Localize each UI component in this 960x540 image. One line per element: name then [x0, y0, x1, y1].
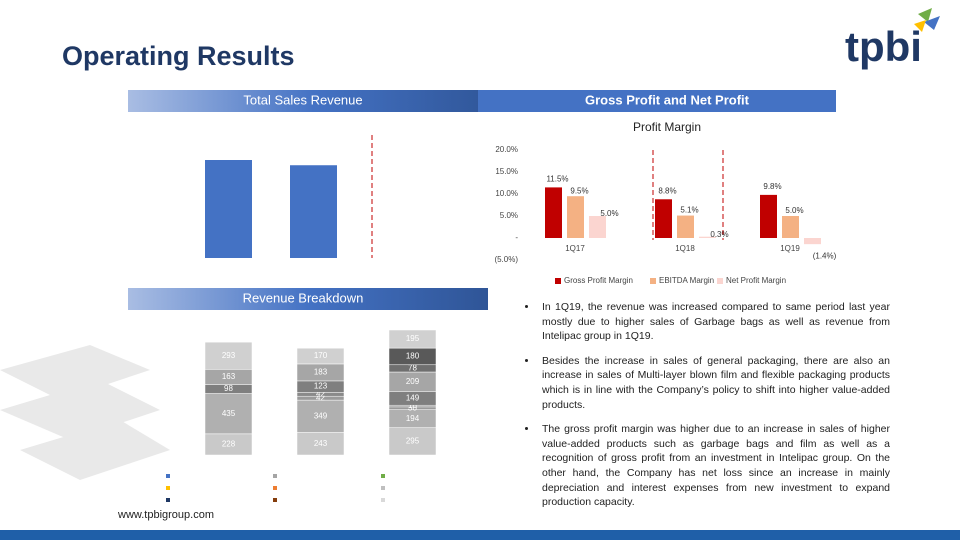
bar	[699, 236, 716, 238]
y-tick-label: -	[515, 233, 518, 242]
data-label: 149	[406, 393, 420, 402]
bar-segment	[388, 427, 437, 456]
section-header: Total Sales Revenue	[243, 92, 362, 107]
data-label: 0.3%	[710, 230, 728, 239]
x-tick-label: 1Q17	[565, 244, 585, 253]
data-label: 163	[222, 372, 236, 381]
logo-text: tpbi	[845, 23, 922, 70]
bullet: The gross profit margin was higher due t…	[538, 422, 890, 510]
legend-label: Net Profit Margin	[726, 276, 786, 285]
y-tick-label: 5.0%	[500, 211, 518, 220]
y-tick-label: 20.0%	[495, 145, 518, 154]
data-label: 243	[314, 439, 328, 448]
y-tick-label: 10.0%	[495, 189, 518, 198]
data-label: 5.0%	[785, 206, 803, 215]
bar	[589, 216, 606, 238]
y-tick-label: 15.0%	[495, 167, 518, 176]
data-label: 42	[316, 393, 325, 402]
bar	[804, 238, 821, 245]
data-label: 123	[314, 382, 328, 391]
bar	[782, 216, 799, 238]
legend-label: Gross Profit Margin	[564, 276, 633, 285]
data-label: 435	[222, 409, 236, 418]
bar	[677, 215, 694, 238]
website: www.tpbigroup.com	[118, 509, 214, 521]
legend-swatch	[650, 278, 656, 284]
section-header-bar	[128, 90, 500, 112]
bar	[205, 160, 252, 258]
bar-segment	[296, 347, 345, 365]
data-label: 295	[406, 436, 420, 445]
data-label: 180	[406, 352, 420, 361]
data-label: 9.8%	[763, 182, 781, 191]
data-label: 98	[224, 384, 233, 393]
x-tick-label: 1Q19	[780, 244, 800, 253]
bullet: Besides the increase in sales of general…	[538, 354, 890, 412]
bar	[545, 187, 562, 238]
data-label: 209	[406, 377, 420, 386]
bar	[655, 199, 672, 238]
slide-title: Operating Results	[62, 41, 295, 71]
section-header-bar	[128, 288, 488, 310]
legend-squares	[166, 474, 385, 502]
data-label: 349	[314, 411, 328, 420]
legend-swatch	[555, 278, 561, 284]
data-label: 170	[314, 351, 328, 360]
legend-label: EBITDA Margin	[659, 276, 714, 285]
bullet: In 1Q19, the revenue was increased compa…	[538, 300, 890, 344]
y-tick-label: (5.0%)	[494, 255, 518, 264]
data-label: 18	[408, 401, 417, 410]
bar	[567, 196, 584, 238]
data-label: 11.5%	[546, 175, 568, 184]
data-label: 293	[222, 351, 236, 360]
data-label: 5.1%	[680, 206, 698, 215]
chart-title: Profit Margin	[633, 120, 701, 134]
section-header: Gross Profit and Net Profit	[585, 92, 750, 107]
bar-segment	[388, 329, 437, 349]
decoration	[0, 345, 170, 480]
data-label: 8.8%	[658, 186, 676, 195]
data-label: 42	[316, 389, 325, 398]
data-label: 30	[408, 403, 417, 412]
bar	[760, 194, 777, 238]
data-label: (1.4%)	[813, 251, 837, 260]
data-label: 194	[406, 414, 420, 423]
data-label: 228	[222, 440, 236, 449]
legend-swatch	[717, 278, 723, 284]
data-label: 183	[314, 368, 328, 377]
data-label: 9.5%	[570, 186, 588, 195]
bar-segment	[204, 393, 253, 435]
footer-bar	[0, 530, 960, 540]
section-header-bar	[478, 90, 836, 112]
bullet-list: In 1Q19, the revenue was increased compa…	[516, 300, 890, 520]
logo-mark	[914, 8, 940, 32]
section-header: Revenue Breakdown	[243, 290, 364, 305]
bar-segment	[296, 399, 345, 433]
data-label: 5.0%	[600, 209, 618, 218]
x-tick-label: 1Q18	[675, 244, 695, 253]
bar-segment	[204, 341, 253, 370]
bar	[290, 165, 337, 258]
data-label: 78	[408, 363, 417, 372]
data-label: 195	[406, 334, 420, 343]
